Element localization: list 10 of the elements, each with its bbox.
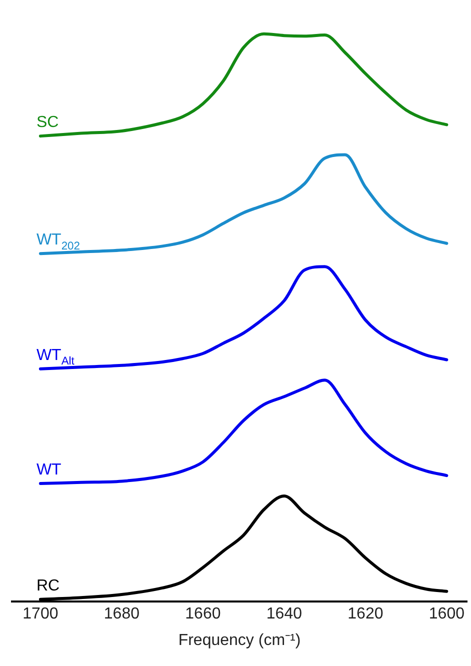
x-tick-label: 1680 xyxy=(104,606,140,623)
x-tick-label: 1640 xyxy=(266,606,302,623)
x-tick-label: 1600 xyxy=(428,606,465,623)
x-tick-label: 1700 xyxy=(22,606,58,623)
x-tick-label: 1620 xyxy=(348,606,384,623)
x-axis-title: Frequency (cm⁻¹) xyxy=(178,632,301,649)
series-label: SC xyxy=(36,114,59,132)
x-tick-label: 1660 xyxy=(185,606,221,623)
series-label: RC xyxy=(36,577,60,594)
series-label: WT xyxy=(36,462,62,479)
